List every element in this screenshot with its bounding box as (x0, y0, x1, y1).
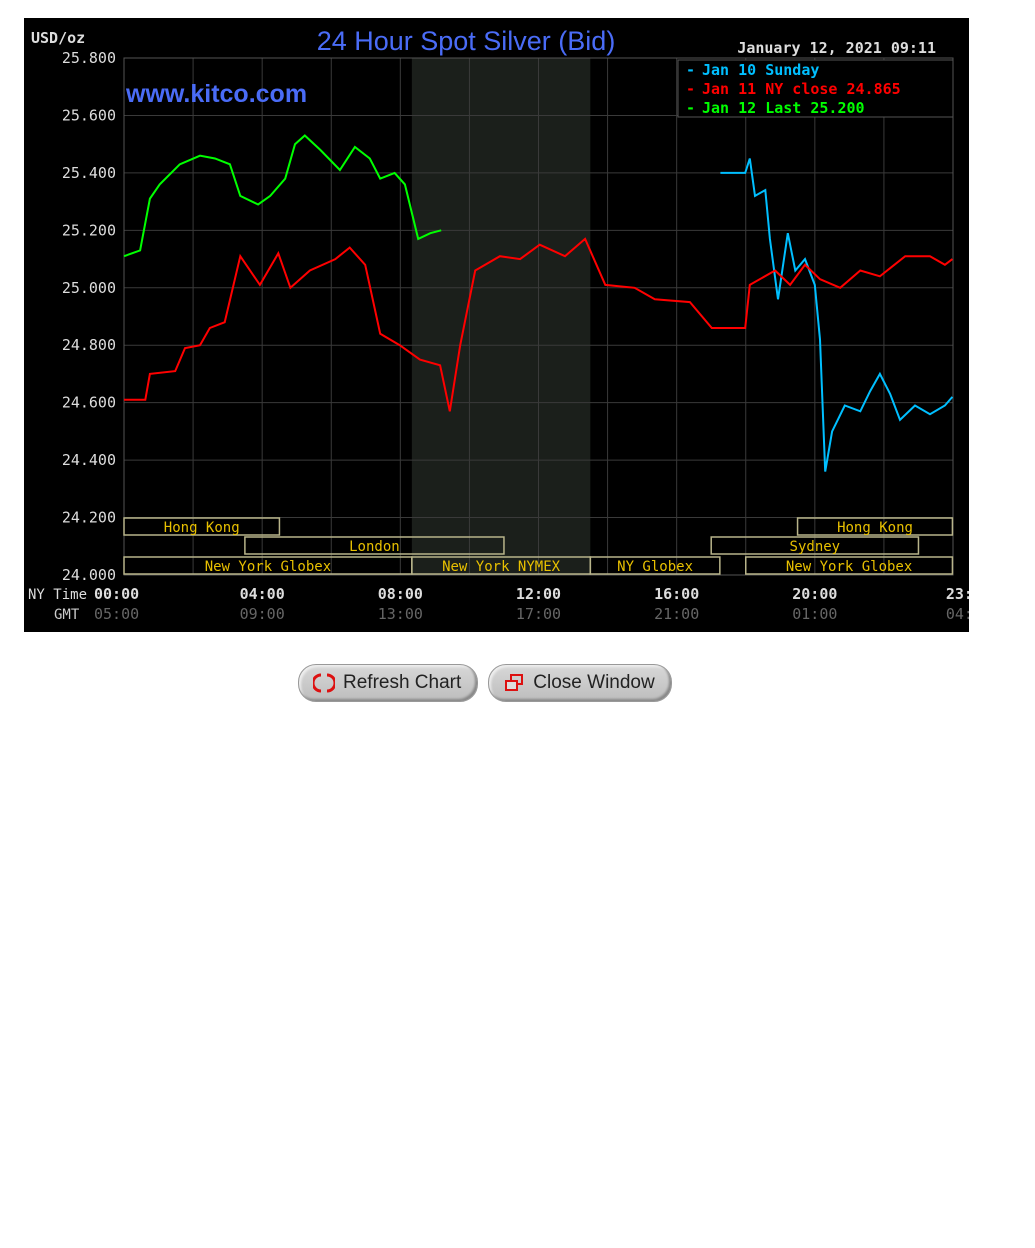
series-line-1 (124, 237, 954, 412)
y-tick-label: 24.000 (62, 566, 116, 584)
session-label: New York Globex (786, 559, 912, 575)
x-tick-label: 01:00 (792, 605, 837, 623)
chart-svg: 25.800 25.600 25.400 25.200 25.000 24.800 24.6… (28, 26, 969, 623)
x-tick-label: 12:00 (516, 585, 561, 603)
legend-entry: Jan 12 Last 25.200 (702, 99, 865, 117)
session-label: Hong Kong (164, 520, 240, 536)
x-tick-label: 00:00 (94, 585, 139, 603)
nymex-shaded-region (411, 58, 591, 575)
session-label: NY Globex (617, 559, 693, 575)
x-tick-label: 05:00 (94, 605, 139, 623)
x-axis-row-label: GMT (54, 607, 80, 623)
session-box (244, 536, 505, 555)
y-tick-label: 24.400 (62, 451, 116, 469)
x-tick-label: 04:00 (240, 585, 285, 603)
session-label: Hong Kong (837, 520, 913, 536)
x-tick-label: 23:59 (946, 585, 969, 603)
x-axis-row-label: NY Time (28, 587, 87, 603)
x-tick-label: 16:00 (654, 585, 699, 603)
close-window-label: Close Window (533, 672, 655, 693)
legend-entry: Jan 11 NY close 24.865 (702, 80, 901, 98)
session-label: London (349, 539, 400, 555)
refresh-chart-label: Refresh Chart (343, 672, 462, 693)
y-tick-label: 24.200 (62, 509, 116, 527)
refresh-icon (313, 673, 335, 693)
legend-entry: Jan 10 Sunday (702, 61, 819, 79)
session-label: Sydney (790, 539, 841, 555)
legend-marker: - (686, 99, 695, 117)
kitco-watermark: www.kitco.com (125, 80, 307, 108)
session-label: New York Globex (205, 559, 331, 575)
x-tick-label: 13:00 (378, 605, 423, 623)
x-tick-label: 09:00 (240, 605, 285, 623)
series-line-2 (123, 134, 442, 258)
refresh-chart-button[interactable]: Refresh Chart (298, 664, 479, 702)
y-tick-label: 25.600 (62, 106, 116, 124)
y-tick-label: 25.400 (62, 164, 116, 182)
x-tick-label: 08:00 (378, 585, 423, 603)
chart-title: 24 Hour Spot Silver (Bid) (317, 26, 616, 56)
x-tick-label: 17:00 (516, 605, 561, 623)
session-box (589, 556, 721, 575)
y-tick-label: 25.200 (62, 221, 116, 239)
silver-chart: 25.800 25.600 25.400 25.200 25.000 24.800 24.6… (24, 18, 969, 632)
x-tick-label: 20:00 (792, 585, 837, 603)
session-box (745, 556, 954, 575)
legend-marker: - (686, 61, 695, 79)
legend-marker: - (686, 80, 695, 98)
unit-label: USD/oz (31, 29, 85, 47)
session-label: New York NYMEX (442, 559, 561, 575)
session-box (123, 517, 281, 536)
close-window-button[interactable]: Close Window (488, 664, 672, 702)
legend-box (677, 59, 954, 118)
chart-timestamp: January 12, 2021 09:11 (737, 39, 936, 57)
y-tick-label: 25.000 (62, 279, 116, 297)
session-box (710, 536, 920, 555)
y-tick-label: 24.600 (62, 394, 116, 412)
x-tick-label: 04:59 (946, 605, 969, 623)
window-icon (505, 674, 524, 691)
y-tick-label: 24.800 (62, 336, 116, 354)
plot-border (123, 57, 954, 576)
x-tick-label: 21:00 (654, 605, 699, 623)
session-box (796, 517, 954, 536)
y-tick-label: 25.800 (62, 49, 116, 67)
series-line-0 (720, 158, 954, 472)
